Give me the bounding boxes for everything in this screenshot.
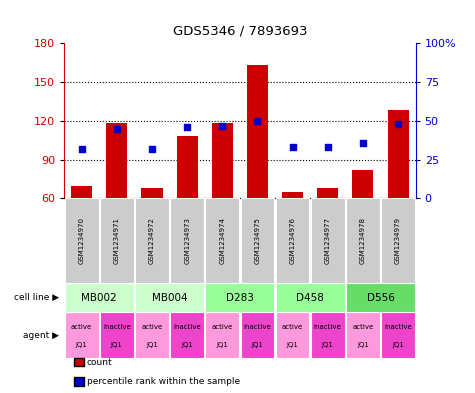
Text: GSM1234978: GSM1234978	[360, 217, 366, 264]
Bar	[247, 65, 268, 198]
Point	[289, 144, 296, 151]
Bar	[276, 198, 310, 283]
Text: JQ1: JQ1	[111, 342, 123, 348]
Bar	[282, 192, 303, 198]
Text: GSM1234975: GSM1234975	[255, 217, 260, 264]
Text: active: active	[71, 324, 92, 330]
Bar	[381, 312, 415, 358]
Text: D556: D556	[367, 293, 394, 303]
Text: JQ1: JQ1	[322, 342, 333, 348]
Bar	[100, 198, 134, 283]
Bar	[276, 312, 310, 358]
Point	[394, 121, 402, 127]
Text: inactive: inactive	[314, 324, 342, 330]
Bar	[346, 312, 380, 358]
Text: active: active	[212, 324, 233, 330]
Text: GSM1234974: GSM1234974	[219, 217, 225, 264]
Text: JQ1: JQ1	[392, 342, 404, 348]
Bar	[65, 312, 99, 358]
Bar	[346, 283, 415, 312]
Bar	[135, 312, 169, 358]
Text: D458: D458	[296, 293, 324, 303]
Text: GSM1234979: GSM1234979	[395, 217, 401, 264]
Text: agent ▶: agent ▶	[23, 331, 59, 340]
Bar	[71, 185, 92, 198]
Text: JQ1: JQ1	[76, 342, 87, 348]
Bar	[240, 198, 275, 283]
Bar	[100, 312, 134, 358]
Text: inactive: inactive	[244, 324, 271, 330]
Text: JQ1: JQ1	[286, 342, 298, 348]
Text: JQ1: JQ1	[181, 342, 193, 348]
Text: MB004: MB004	[152, 293, 187, 303]
Bar	[311, 198, 345, 283]
Text: percentile rank within the sample: percentile rank within the sample	[87, 377, 240, 386]
Bar	[177, 136, 198, 198]
Bar	[65, 198, 99, 283]
Bar	[106, 123, 127, 198]
Text: inactive: inactive	[103, 324, 131, 330]
Bar	[170, 312, 204, 358]
Bar	[381, 198, 415, 283]
Bar	[352, 170, 373, 198]
Text: inactive: inactive	[173, 324, 201, 330]
Bar	[135, 283, 204, 312]
Text: JQ1: JQ1	[146, 342, 158, 348]
Text: count: count	[87, 358, 113, 367]
Text: JQ1: JQ1	[252, 342, 263, 348]
Bar	[142, 188, 162, 198]
Bar	[346, 198, 380, 283]
Bar	[317, 188, 338, 198]
Text: active: active	[142, 324, 162, 330]
Text: JQ1: JQ1	[357, 342, 369, 348]
Text: GSM1234976: GSM1234976	[290, 217, 295, 264]
Text: GSM1234973: GSM1234973	[184, 217, 190, 264]
Bar	[205, 312, 239, 358]
Bar	[135, 198, 169, 283]
Bar	[311, 312, 345, 358]
Text: GDS5346 / 7893693: GDS5346 / 7893693	[172, 24, 307, 37]
Bar	[65, 283, 134, 312]
Text: JQ1: JQ1	[217, 342, 228, 348]
Point	[78, 146, 86, 152]
Point	[113, 125, 121, 132]
Text: GSM1234971: GSM1234971	[114, 217, 120, 264]
Bar	[170, 198, 204, 283]
Point	[183, 124, 191, 130]
Text: GSM1234977: GSM1234977	[325, 217, 331, 264]
Point	[254, 118, 261, 124]
Bar	[276, 283, 345, 312]
Text: active: active	[282, 324, 303, 330]
Text: cell line ▶: cell line ▶	[14, 293, 59, 302]
Text: GSM1234970: GSM1234970	[79, 217, 85, 264]
Bar	[212, 123, 233, 198]
Point	[324, 144, 332, 151]
Text: inactive: inactive	[384, 324, 412, 330]
Point	[218, 122, 226, 129]
Bar	[240, 312, 275, 358]
Text: GSM1234972: GSM1234972	[149, 217, 155, 264]
Point	[148, 146, 156, 152]
Text: MB002: MB002	[82, 293, 117, 303]
Text: active: active	[352, 324, 373, 330]
Bar	[205, 198, 239, 283]
Point	[359, 140, 367, 146]
Text: D283: D283	[226, 293, 254, 303]
Bar	[205, 283, 275, 312]
Bar	[388, 110, 408, 198]
